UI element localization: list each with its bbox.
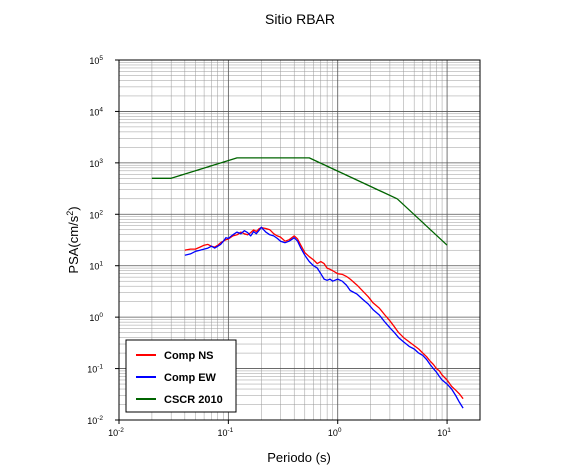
legend: Comp NS Comp EW CSCR 2010	[125, 339, 237, 413]
legend-label: Comp EW	[164, 372, 217, 384]
y-tick-label: 101	[89, 261, 103, 272]
y-tick-label: 105	[89, 55, 103, 66]
plot-frame	[118, 59, 481, 421]
legend-label: Comp NS	[164, 350, 214, 362]
series-line-cscr-2010	[151, 157, 448, 246]
series-line-comp-ew	[184, 226, 464, 409]
x-tick-label: 101	[437, 427, 451, 438]
x-tick-label: 10-1	[217, 427, 233, 438]
y-axis-label-sup: 2	[65, 211, 75, 216]
y-tick-label: 10-2	[87, 415, 103, 426]
series-layer	[151, 157, 464, 409]
y-axis-label-end: )	[66, 206, 81, 210]
y-axis-ticks: 10-2 10-1 100 101 102 103 104 105	[87, 55, 119, 426]
y-tick-label: 10-1	[87, 364, 103, 375]
y-axis-label: PSA(cm/s2)	[65, 206, 81, 273]
chart-title: Sitio RBAR	[265, 11, 335, 27]
x-tick-label: 100	[328, 427, 342, 438]
y-axis-label-main: PSA(cm/s	[66, 215, 81, 273]
series-line-comp-ns	[184, 226, 464, 400]
legend-label: CSCR 2010	[164, 394, 223, 406]
x-axis-label: Periodo (s)	[267, 450, 331, 465]
y-tick-label: 104	[89, 106, 103, 117]
y-tick-label: 103	[89, 158, 103, 169]
x-tick-label: 10-2	[108, 427, 124, 438]
y-tick-label: 102	[89, 209, 103, 220]
grid-minor	[119, 60, 481, 420]
y-tick-label: 100	[89, 312, 103, 323]
x-axis-ticks: 10-2 10-1 100 101	[108, 420, 451, 438]
